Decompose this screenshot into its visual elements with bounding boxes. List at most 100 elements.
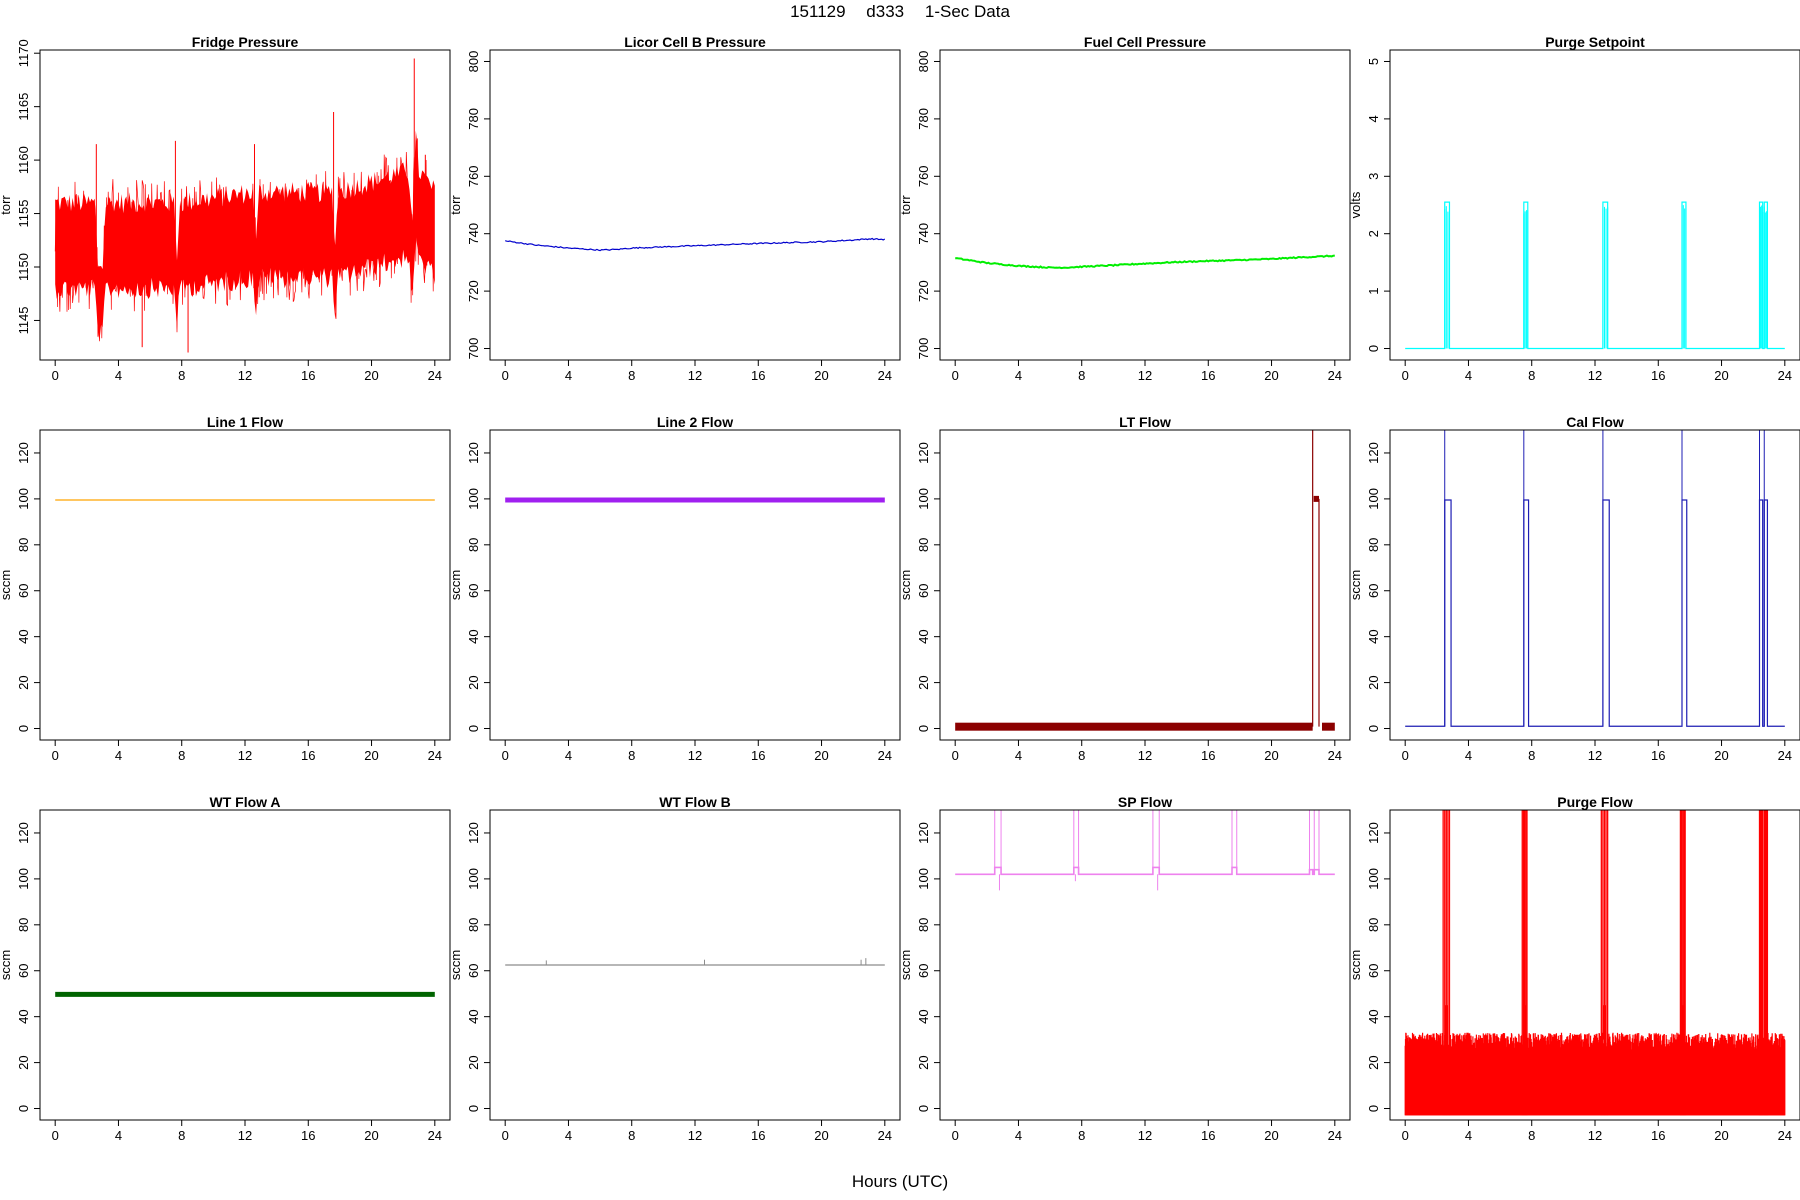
purge-setpoint-xtick-label: 0 [1402, 368, 1409, 383]
lt-flow-xtick-label: 12 [1138, 748, 1152, 763]
cal-flow-xtick-label: 12 [1588, 748, 1602, 763]
cal-flow-xtick-label: 16 [1651, 748, 1665, 763]
wt-flow-b-xtick-label: 20 [814, 1128, 828, 1143]
cal-flow-ylabel: sccm [1348, 570, 1363, 600]
fuel-cell-pressure-frame [939, 49, 1351, 361]
licor-cell-b-pressure-xtick-label: 12 [688, 368, 702, 383]
purge-setpoint-xtick-label: 8 [1528, 368, 1535, 383]
cal-flow-frame [1389, 429, 1800, 741]
line-1-flow-ylabel: sccm [0, 570, 13, 600]
purge-setpoint-ytick-label: 5 [1366, 58, 1381, 65]
cal-flow-xtick-label: 4 [1465, 748, 1472, 763]
licor-cell-b-pressure-xtick-label: 4 [565, 368, 572, 383]
fuel-cell-pressure-xtick-label: 24 [1328, 368, 1342, 383]
purge-flow-ytick-label: 100 [1366, 868, 1381, 890]
lt-flow-ytick-label: 40 [916, 629, 931, 643]
wt-flow-a-ytick-label: 0 [16, 1105, 31, 1112]
lt-flow-ytick-label: 20 [916, 675, 931, 689]
fridge-pressure-series-line [54, 138, 435, 342]
lt-flow-series-base [1321, 722, 1335, 731]
fridge-pressure-ytick-label: 1150 [16, 253, 31, 281]
licor-cell-b-pressure-ytick-label: 700 [466, 338, 481, 360]
wt-flow-a-ytick-label: 60 [16, 964, 31, 978]
line-1-flow-xtick-label: 8 [178, 748, 185, 763]
lt-flow-title: LT Flow [1119, 414, 1171, 430]
fridge-pressure-xtick-label: 12 [238, 368, 252, 383]
fuel-cell-pressure-xtick-label: 12 [1138, 368, 1152, 383]
fridge-pressure-ytick-label: 1165 [16, 93, 31, 121]
cal-flow-title: Cal Flow [1566, 414, 1624, 430]
lt-flow-frame [939, 429, 1351, 741]
purge-flow-series-fill [1405, 1053, 1785, 1116]
purge-flow-plot-area [1404, 810, 1786, 1116]
sp-flow-plot-area [955, 810, 1335, 891]
sp-flow-ytick-label: 40 [916, 1009, 931, 1023]
fridge-pressure-xtick-label: 24 [428, 368, 442, 383]
panel-line-1-flow: Line 1 Flow sccm 0 4 8 12 16 20 24 0 20 40 60 80 100 12… [0, 414, 451, 763]
fridge-pressure-xtick-label: 4 [115, 368, 122, 383]
fuel-cell-pressure-ytick-label: 800 [916, 51, 931, 73]
lt-flow-xtick-label: 16 [1201, 748, 1215, 763]
wt-flow-b-ytick-label: 60 [466, 964, 481, 978]
lt-flow-series-base [955, 722, 1313, 731]
wt-flow-a-title: WT Flow A [209, 794, 280, 810]
licor-cell-b-pressure-xtick-label: 16 [751, 368, 765, 383]
fuel-cell-pressure-xtick-label: 0 [952, 368, 959, 383]
line-1-flow-xtick-label: 16 [301, 748, 315, 763]
wt-flow-a-ytick-label: 40 [16, 1009, 31, 1023]
wt-flow-b-ytick-label: 100 [466, 868, 481, 890]
purge-flow-ytick-label: 60 [1366, 964, 1381, 978]
fridge-pressure-ytick-label: 1160 [16, 146, 31, 174]
cal-flow-ytick-label: 0 [1366, 725, 1381, 732]
fridge-pressure-plot-area [54, 58, 435, 353]
fridge-pressure-xtick-label: 8 [178, 368, 185, 383]
licor-cell-b-pressure-title: Licor Cell B Pressure [624, 34, 766, 50]
panel-sp-flow: SP Flow sccm 0 4 8 12 16 20 24 0 20 40 60 80 100 120 [898, 794, 1351, 1143]
sp-flow-ylabel: sccm [898, 950, 913, 980]
line-1-flow-xtick-label: 12 [238, 748, 252, 763]
line-1-flow-xtick-label: 0 [52, 748, 59, 763]
sp-flow-ytick-label: 100 [916, 868, 931, 890]
fuel-cell-pressure-ytick-label: 780 [916, 108, 931, 130]
line-2-flow-ytick-label: 60 [466, 584, 481, 598]
x-axis-label: Hours (UTC) [851, 1172, 949, 1191]
cal-flow-ytick-label: 80 [1366, 538, 1381, 552]
fuel-cell-pressure-xtick-label: 16 [1201, 368, 1215, 383]
purge-flow-title: Purge Flow [1557, 794, 1633, 810]
sp-flow-xtick-label: 24 [1328, 1128, 1342, 1143]
line-2-flow-ytick-label: 20 [466, 675, 481, 689]
licor-cell-b-pressure-xtick-label: 20 [814, 368, 828, 383]
sp-flow-xtick-label: 12 [1138, 1128, 1152, 1143]
wt-flow-a-xtick-label: 20 [364, 1128, 378, 1143]
wt-flow-a-xtick-label: 8 [178, 1128, 185, 1143]
fridge-pressure-ytick-label: 1145 [16, 306, 31, 334]
cal-flow-ytick-label: 120 [1366, 442, 1381, 464]
fuel-cell-pressure-series-line [955, 254, 1335, 270]
panel-line-2-flow: Line 2 Flow sccm 0 4 8 12 16 20 24 0 20 40 60 80 100 12… [448, 414, 901, 763]
purge-flow-ytick-label: 0 [1366, 1105, 1381, 1112]
lt-flow-ytick-label: 100 [916, 488, 931, 510]
fuel-cell-pressure-title: Fuel Cell Pressure [1084, 34, 1206, 50]
licor-cell-b-pressure-xtick-label: 0 [502, 368, 509, 383]
purge-setpoint-ytick-label: 2 [1366, 230, 1381, 237]
cal-flow-ytick-label: 40 [1366, 629, 1381, 643]
wt-flow-b-xtick-label: 4 [565, 1128, 572, 1143]
fuel-cell-pressure-ytick-label: 760 [916, 165, 931, 187]
wt-flow-b-plot-area [505, 958, 885, 966]
lt-flow-ytick-label: 80 [916, 538, 931, 552]
cal-flow-series-line [1405, 499, 1785, 727]
wt-flow-a-frame [39, 809, 451, 1121]
line-1-flow-title: Line 1 Flow [207, 414, 283, 430]
line-1-flow-frame [39, 429, 451, 741]
sp-flow-ytick-label: 0 [916, 1105, 931, 1112]
licor-cell-b-pressure-ytick-label: 800 [466, 51, 481, 73]
fuel-cell-pressure-ytick-label: 720 [916, 280, 931, 302]
purge-flow-ytick-label: 20 [1366, 1055, 1381, 1069]
fuel-cell-pressure-ytick-label: 700 [916, 338, 931, 360]
figure-title-station: d333 [866, 2, 905, 21]
lt-flow-xtick-label: 8 [1078, 748, 1085, 763]
panel-fuel-cell-pressure: Fuel Cell Pressure torr 0 4 8 12 16 20 24 700 720 7… [898, 34, 1351, 383]
line-2-flow-xtick-label: 8 [628, 748, 635, 763]
cal-flow-ytick-label: 20 [1366, 675, 1381, 689]
